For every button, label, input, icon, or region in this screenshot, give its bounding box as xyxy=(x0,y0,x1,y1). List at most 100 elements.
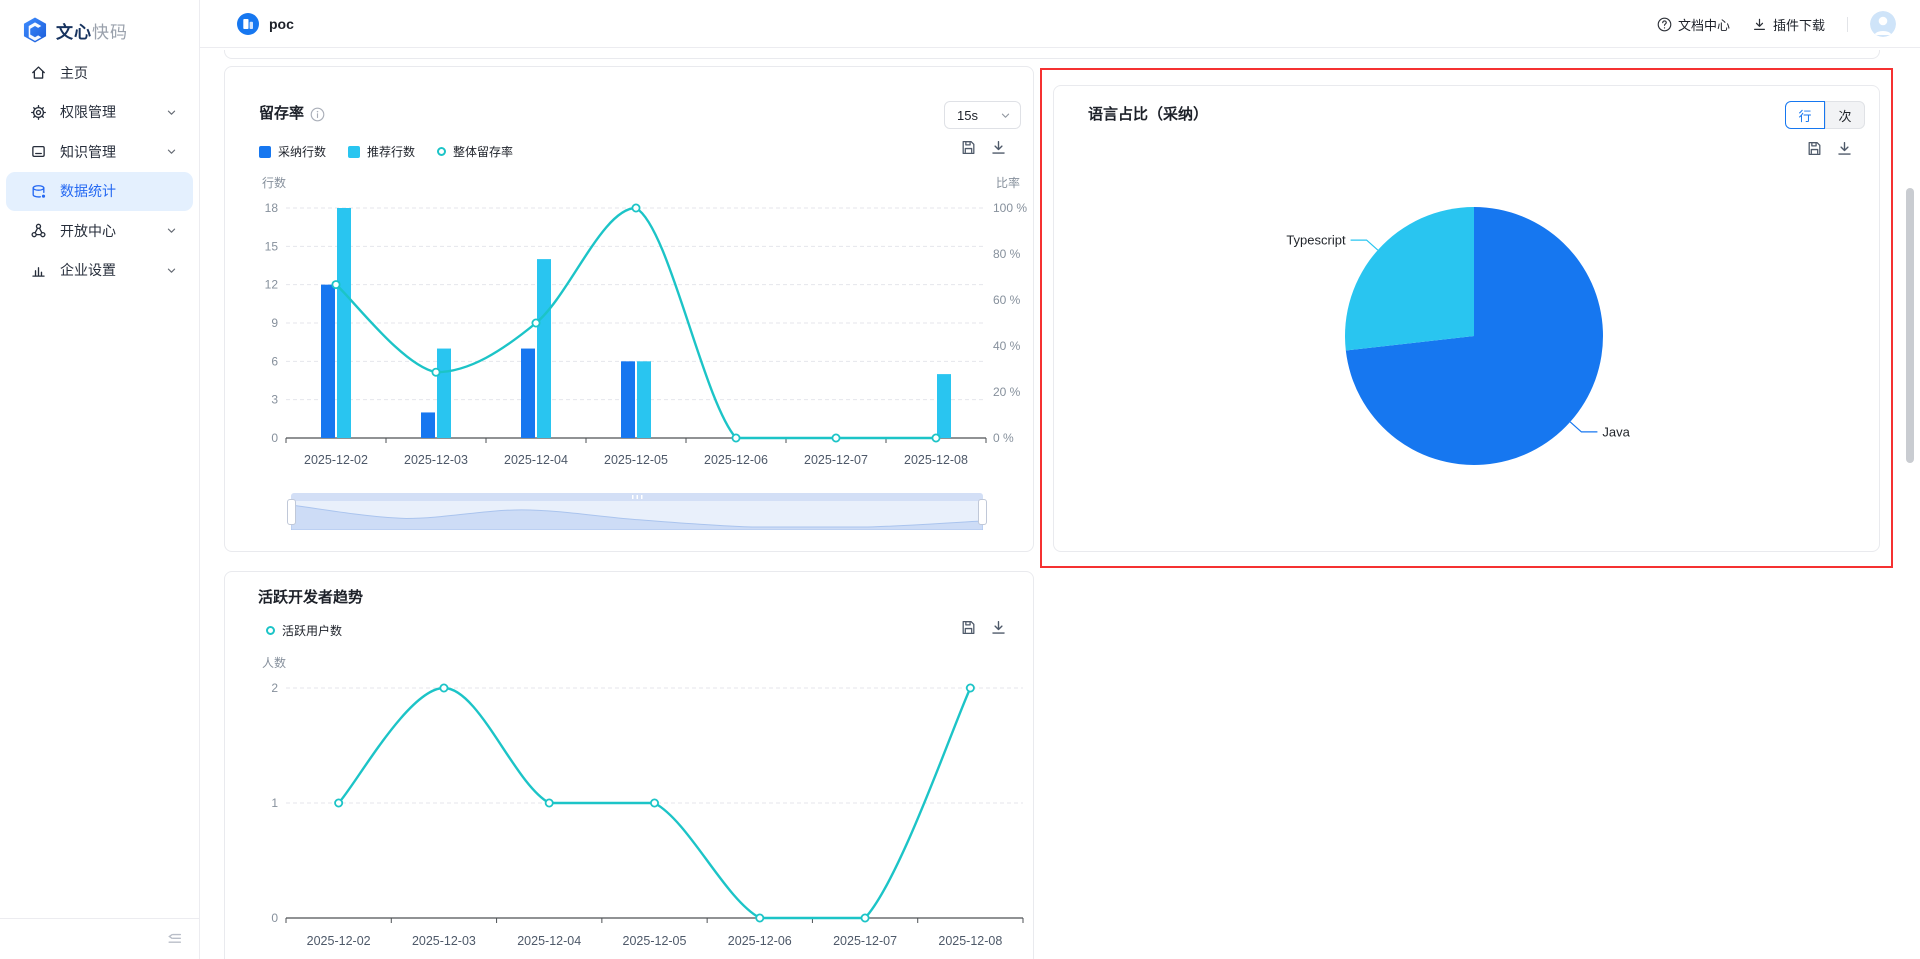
legend-label: 活跃用户数 xyxy=(282,624,343,638)
line-marker[interactable] xyxy=(731,433,741,443)
sidebar-item-2[interactable]: 权限管理 xyxy=(0,93,199,133)
bar-adopted-lines[interactable] xyxy=(621,361,635,438)
right-axis-tick-label: 0 % xyxy=(993,431,1014,445)
line-marker[interactable] xyxy=(931,433,941,443)
line-marker[interactable] xyxy=(431,367,441,377)
line-marker[interactable] xyxy=(439,683,449,693)
sidebar: 文心快码 主页权限管理知识管理数据统计开放中心企业设置 xyxy=(0,0,200,959)
sidebar-item-1[interactable]: 主页 xyxy=(0,53,199,93)
left-axis-name: 人数 xyxy=(262,655,286,670)
right-axis-name: 比率 xyxy=(996,175,1020,190)
sidebar-item-label: 企业设置 xyxy=(60,262,116,279)
user-avatar[interactable] xyxy=(1870,11,1896,37)
legend-label: 推荐行数 xyxy=(367,145,416,159)
bar-adopted-lines[interactable] xyxy=(421,412,435,438)
active-devs-card: 活跃开发者趋势 活跃用户数 人数 0 1 2 2025-12-02 2025-12-03 2… xyxy=(224,571,1034,959)
x-axis-label: 2025-12-07 xyxy=(833,934,897,948)
period-select-value: 15s xyxy=(957,107,978,123)
project-switcher[interactable]: poc xyxy=(237,12,294,35)
left-axis-tick-label: 6 xyxy=(271,354,278,368)
save-image-icon[interactable] xyxy=(960,619,977,636)
unit-toggle: 行次 xyxy=(1785,101,1865,129)
doc-center-link[interactable]: 文档中心 xyxy=(1657,15,1730,34)
line-marker[interactable] xyxy=(860,913,870,923)
data-statistics-icon xyxy=(30,183,47,200)
plugin-download-link[interactable]: 插件下载 xyxy=(1752,15,1825,34)
left-axis-tick-label: 12 xyxy=(265,278,279,292)
sidebar-item-label: 数据统计 xyxy=(60,183,116,200)
bar-suggested-lines[interactable] xyxy=(637,361,651,438)
line-marker[interactable] xyxy=(649,798,659,808)
help-circle-icon xyxy=(1657,17,1672,31)
line-marker[interactable] xyxy=(331,280,341,290)
main-content: 留存率 15s 采纳行数 推荐行数 整体留存率 xyxy=(200,48,1920,959)
line-marker[interactable] xyxy=(631,203,641,213)
vertical-scrollbar-thumb[interactable] xyxy=(1906,188,1914,463)
line-marker[interactable] xyxy=(544,798,554,808)
left-axis-tick-label: 18 xyxy=(265,201,279,215)
bar-suggested-lines[interactable] xyxy=(337,208,351,438)
legend-item[interactable]: 活跃用户数 xyxy=(266,622,342,639)
language-share-pie-chart: Java Typescript xyxy=(1286,207,1631,465)
sidebar-item-label: 知识管理 xyxy=(60,143,116,160)
datazoom-move-handle[interactable] xyxy=(291,493,983,501)
datazoom-slider[interactable] xyxy=(287,493,987,531)
bar-adopted-lines[interactable] xyxy=(521,348,535,438)
toggle-option-inactive[interactable]: 次 xyxy=(1825,101,1865,129)
download-icon[interactable] xyxy=(990,619,1007,636)
datazoom-left-handle[interactable] xyxy=(287,499,296,525)
partial-card-above xyxy=(224,50,1880,59)
pie-slice-java[interactable] xyxy=(1345,207,1603,465)
knowledge-icon xyxy=(30,143,47,160)
sidebar-nav: 主页权限管理知识管理数据统计开放中心企业设置 xyxy=(0,53,199,290)
collapse-sidebar-icon[interactable] xyxy=(166,930,183,952)
legend-item[interactable]: 推荐行数 xyxy=(348,143,415,160)
save-image-icon[interactable] xyxy=(960,139,977,156)
pie-slice-typescript[interactable] xyxy=(1345,207,1474,351)
download-icon[interactable] xyxy=(990,139,1007,156)
line-marker[interactable] xyxy=(531,318,541,328)
info-icon[interactable] xyxy=(310,107,325,122)
sidebar-item-4[interactable]: 数据统计 xyxy=(6,171,193,211)
line-marker[interactable] xyxy=(334,798,344,808)
brand-name-primary: 文心 xyxy=(56,22,92,42)
right-axis-tick-label: 100 % xyxy=(993,201,1027,215)
legend-square-icon xyxy=(348,145,361,158)
x-axis-label: 2025-12-04 xyxy=(504,453,568,467)
sidebar-item-label: 权限管理 xyxy=(60,104,116,121)
sidebar-item-label: 主页 xyxy=(60,64,88,81)
period-select[interactable]: 15s xyxy=(944,101,1021,129)
left-axis-tick-label: 15 xyxy=(265,239,279,253)
bar-suggested-lines[interactable] xyxy=(537,259,551,438)
save-image-icon[interactable] xyxy=(1806,140,1823,157)
sidebar-item-6[interactable]: 企业设置 xyxy=(0,251,199,291)
legend-item[interactable]: 整体留存率 xyxy=(437,143,513,160)
line-marker[interactable] xyxy=(755,913,765,923)
header-actions: 文档中心 插件下载 xyxy=(1657,0,1896,48)
toggle-option-active[interactable]: 行 xyxy=(1785,101,1825,129)
chevron-down-icon xyxy=(166,107,177,118)
line-marker[interactable] xyxy=(965,683,975,693)
sidebar-item-5[interactable]: 开放中心 xyxy=(0,211,199,251)
right-axis-tick-label: 20 % xyxy=(993,385,1021,399)
download-icon[interactable] xyxy=(1836,140,1853,157)
bar-adopted-lines[interactable] xyxy=(321,284,335,438)
brand-logo: 文心快码 xyxy=(0,0,199,48)
active-devs-title: 活跃开发者趋势 xyxy=(258,587,363,609)
datazoom-right-handle[interactable] xyxy=(978,499,987,525)
line-marker[interactable] xyxy=(831,433,841,443)
datazoom-grip-icon xyxy=(631,495,643,499)
legend-square-icon xyxy=(259,145,271,158)
bar-suggested-lines[interactable] xyxy=(937,374,951,438)
legend-ring-icon xyxy=(437,147,447,156)
retention-card: 留存率 15s 采纳行数 推荐行数 整体留存率 xyxy=(224,66,1034,552)
legend-item[interactable]: 采纳行数 xyxy=(259,143,326,160)
bar-suggested-lines[interactable] xyxy=(437,348,451,438)
enterprise-settings-icon xyxy=(30,262,47,279)
sidebar-footer xyxy=(0,918,199,959)
active-devs-legend: 活跃用户数 xyxy=(266,622,342,639)
pie-slice-label: Java xyxy=(1602,424,1630,439)
retention-chart: 行数 比率 0 3 6 9 12 15 18 0 % 20 % 40 % 60 % 80 % 100 % 20… xyxy=(262,175,1027,467)
sidebar-item-3[interactable]: 知识管理 xyxy=(0,132,199,172)
